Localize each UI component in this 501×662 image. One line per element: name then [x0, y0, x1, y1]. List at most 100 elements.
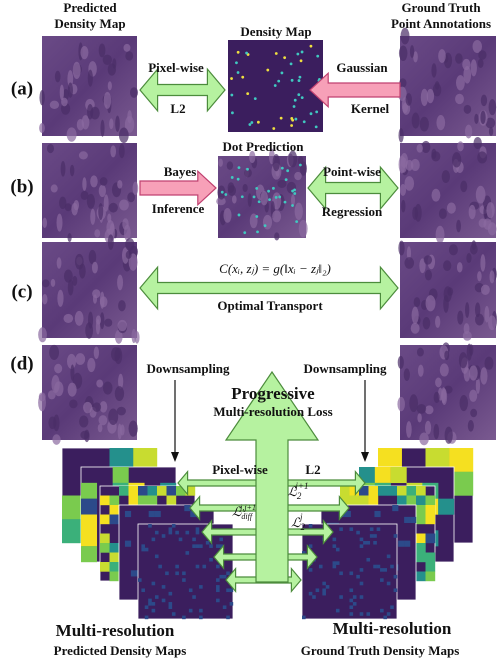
crowd-person: [469, 365, 478, 380]
crowd-person: [228, 182, 235, 193]
crowd-person: [103, 55, 112, 65]
grid-cell: [149, 511, 155, 517]
dot: [241, 195, 244, 198]
grid-cell: [374, 511, 380, 517]
crowd-person: [87, 104, 93, 120]
caption: Multi-resolution: [56, 621, 175, 640]
crowd-person: [457, 141, 464, 151]
arrow-label: Regression: [322, 204, 383, 219]
grid-cell: [390, 605, 394, 609]
density-dot: [248, 123, 251, 126]
header: Predicted: [63, 0, 117, 15]
grid-cell: [416, 534, 426, 544]
crowd-person: [57, 214, 63, 232]
crowd-person: [486, 202, 494, 218]
grid-cell: [416, 572, 426, 582]
crowd-person: [460, 181, 467, 192]
crowd-person: [478, 59, 484, 68]
crowd-person: [432, 189, 441, 202]
grid-cell: [359, 496, 369, 506]
grid-cell: [322, 592, 326, 596]
density-dot: [250, 121, 253, 124]
grid-cell: [363, 541, 367, 545]
crowd-person: [90, 175, 98, 187]
crowd-person: [466, 253, 471, 263]
dot: [238, 214, 241, 217]
grid-cell: [145, 548, 149, 552]
crowd-person: [417, 413, 421, 422]
grid-cell: [392, 505, 398, 511]
row-label: (d): [10, 353, 33, 374]
grid-cell: [407, 496, 417, 506]
density-dot: [266, 69, 269, 72]
crowd-person: [115, 386, 124, 401]
grid-cell: [380, 609, 384, 613]
crowd-person: [424, 255, 432, 264]
crowd-person: [98, 203, 103, 220]
crowd-person: [480, 111, 485, 125]
grid-cell: [162, 534, 166, 538]
crowd-person: [436, 115, 445, 130]
grid-cell: [138, 486, 148, 496]
crowd-person: [100, 292, 104, 309]
crowd-person: [51, 279, 55, 287]
crowd-person: [421, 141, 430, 153]
density-dot: [241, 76, 244, 79]
crowd-person: [435, 378, 442, 388]
dot: [281, 167, 284, 170]
crowd-person: [411, 159, 420, 171]
crowd-person: [406, 93, 412, 106]
grid-cell: [199, 616, 203, 620]
density-dot: [272, 127, 275, 130]
crowd-person: [435, 316, 440, 328]
header: Density Map: [54, 16, 125, 31]
crowd-person: [132, 329, 137, 343]
crowd-person: [98, 424, 103, 432]
dot: [237, 178, 240, 181]
grid-cell: [333, 565, 337, 569]
grid-cell: [182, 616, 186, 620]
grid-cell: [110, 496, 120, 506]
grid-cell: [350, 588, 354, 592]
grid-cell: [186, 551, 190, 555]
grid-cell: [145, 616, 149, 620]
crowd-person: [489, 99, 497, 115]
grid-cell: [206, 541, 210, 545]
arrow-label: Bayes: [164, 164, 197, 179]
grid-cell: [209, 544, 213, 548]
crowd-person: [272, 210, 281, 222]
arrow-label: L2: [305, 462, 320, 477]
grid-cell: [81, 530, 97, 546]
crowd-person: [452, 152, 461, 167]
crowd-person: [104, 92, 111, 109]
crowd-person: [477, 271, 482, 281]
crowd-person: [420, 117, 429, 132]
row-label: (b): [10, 176, 33, 197]
crowd-person: [69, 399, 77, 408]
grid-cell: [230, 602, 234, 606]
crowd-person: [457, 262, 463, 272]
density-dot: [274, 84, 277, 87]
formula: C(xᵢ, zⱼ) = g(‖xᵢ − zⱼ‖₂): [219, 261, 331, 276]
center-title: Progressive: [231, 384, 315, 403]
grid-cell: [162, 585, 166, 589]
dot: [238, 166, 241, 169]
crowd-person: [439, 208, 447, 219]
grid-cell: [366, 558, 370, 562]
crowd-person: [39, 123, 45, 133]
crowd-person: [110, 145, 116, 157]
grid-cell: [100, 562, 110, 572]
crowd-person: [425, 421, 431, 435]
grid-cell: [416, 486, 426, 496]
crowd-person: [459, 352, 468, 368]
grid-cell: [339, 572, 343, 576]
grid-cell: [148, 486, 158, 496]
crowd-person: [42, 218, 47, 228]
crowd-person: [447, 287, 453, 295]
crowd-person: [456, 75, 465, 90]
dot: [295, 220, 298, 223]
grid-cell: [226, 572, 230, 576]
grid-cell: [397, 486, 407, 496]
crowd-person: [419, 432, 429, 445]
grid-cell: [360, 538, 364, 542]
